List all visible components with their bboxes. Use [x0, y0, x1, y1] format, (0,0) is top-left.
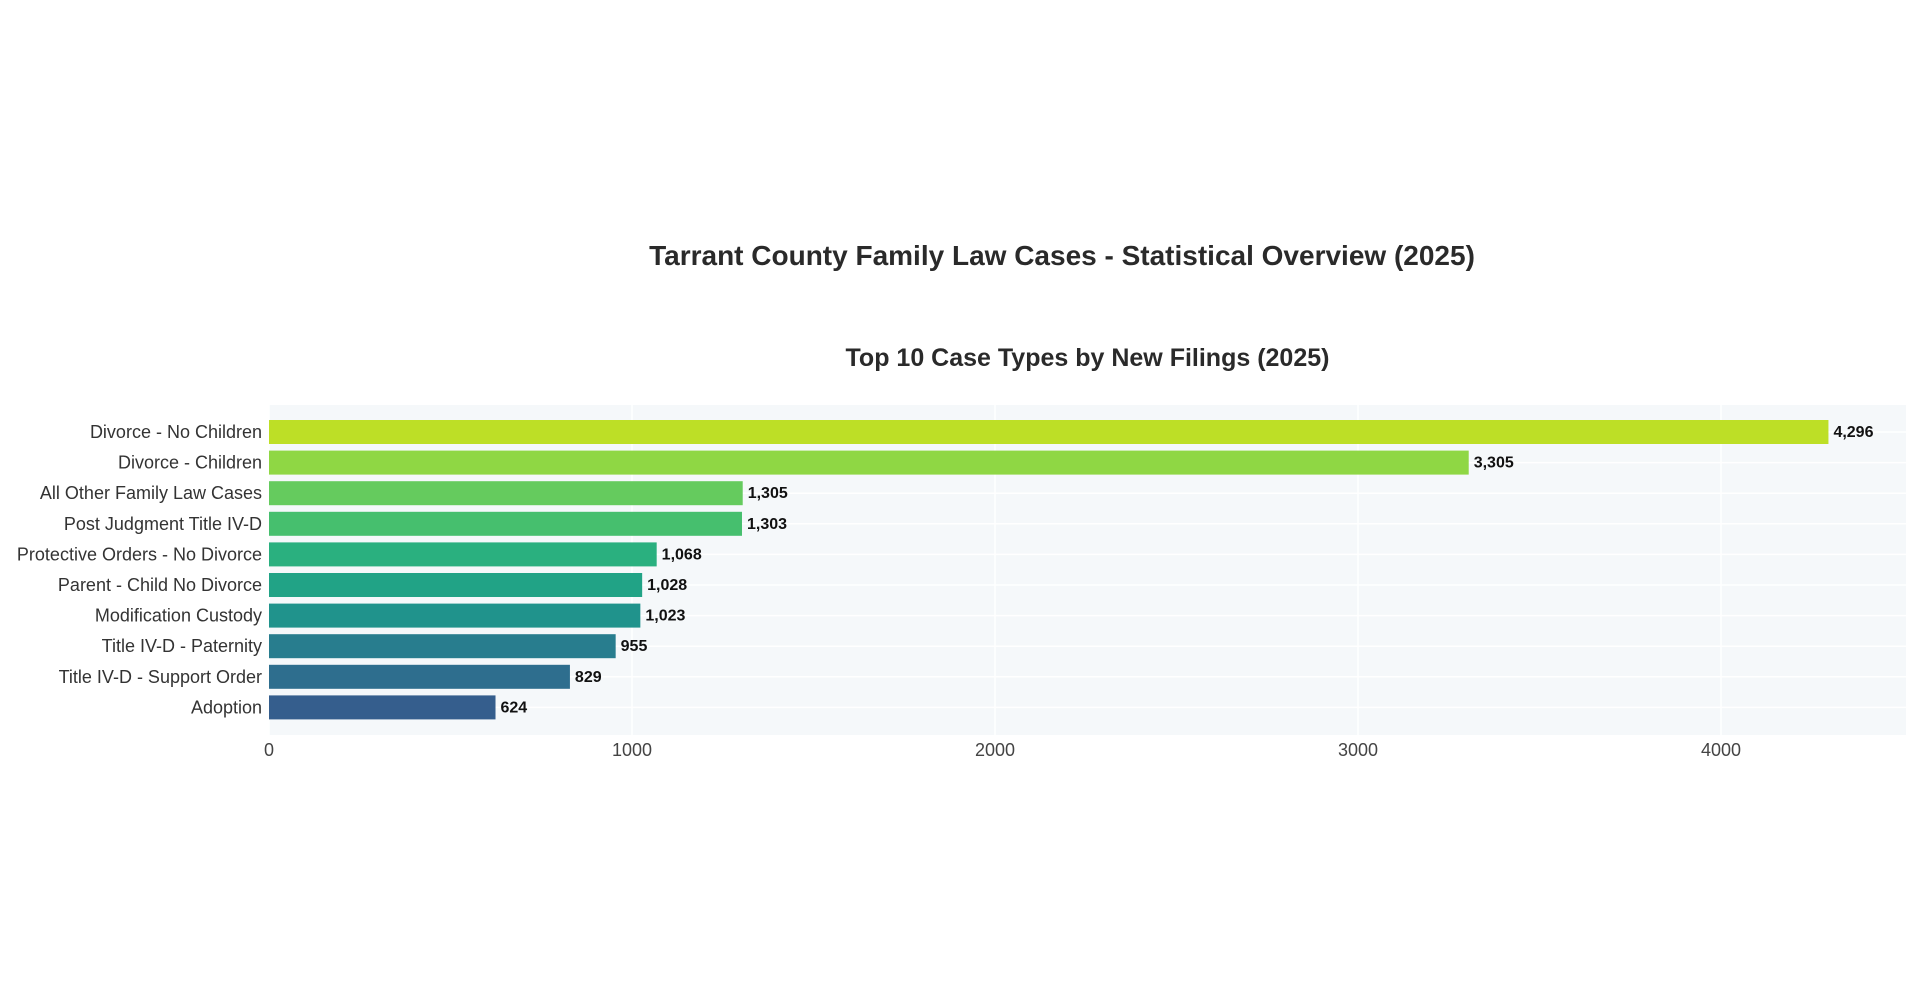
- chart-title: Top 10 Case Types by New Filings (2025): [845, 344, 1330, 372]
- data-label: 1,305: [748, 485, 788, 502]
- category-label: Modification Custody: [95, 606, 262, 626]
- bar: [269, 450, 1469, 475]
- data-label: 955: [621, 638, 648, 655]
- category-label: Post Judgment Title IV-D: [64, 514, 262, 534]
- bar: [269, 420, 1829, 444]
- x-tick-label: 4000: [1701, 740, 1741, 760]
- data-label: 1,068: [662, 546, 702, 563]
- category-label: Title IV-D - Support Order: [59, 667, 262, 687]
- bar: [269, 695, 496, 720]
- category-label: Protective Orders - No Divorce: [17, 544, 262, 564]
- x-tick-label: 3000: [1338, 740, 1378, 760]
- bar: [269, 664, 570, 689]
- data-label: 1,023: [645, 608, 685, 625]
- bar: [269, 481, 743, 506]
- data-label: 1,303: [747, 516, 787, 533]
- data-label: 1,028: [647, 577, 687, 594]
- bar: [269, 634, 616, 659]
- bar: [269, 511, 742, 536]
- category-label: Divorce - No Children: [90, 422, 262, 442]
- x-tick-label: 0: [264, 740, 274, 760]
- category-label: Divorce - Children: [118, 453, 262, 473]
- data-label: 829: [575, 669, 602, 686]
- data-label: 3,305: [1474, 455, 1514, 472]
- x-tick-label: 1000: [612, 740, 652, 760]
- category-label: Parent - Child No Divorce: [58, 575, 262, 595]
- category-label: Title IV-D - Paternity: [102, 636, 262, 656]
- category-label: Adoption: [191, 697, 262, 717]
- bar: [269, 542, 657, 567]
- category-label: All Other Family Law Cases: [40, 483, 262, 503]
- main-title: Tarrant County Family Law Cases - Statis…: [649, 240, 1475, 271]
- data-label: 4,296: [1833, 424, 1873, 441]
- x-tick-label: 2000: [975, 740, 1015, 760]
- bar: [269, 573, 643, 597]
- data-label: 624: [501, 699, 528, 716]
- bar: [269, 603, 641, 628]
